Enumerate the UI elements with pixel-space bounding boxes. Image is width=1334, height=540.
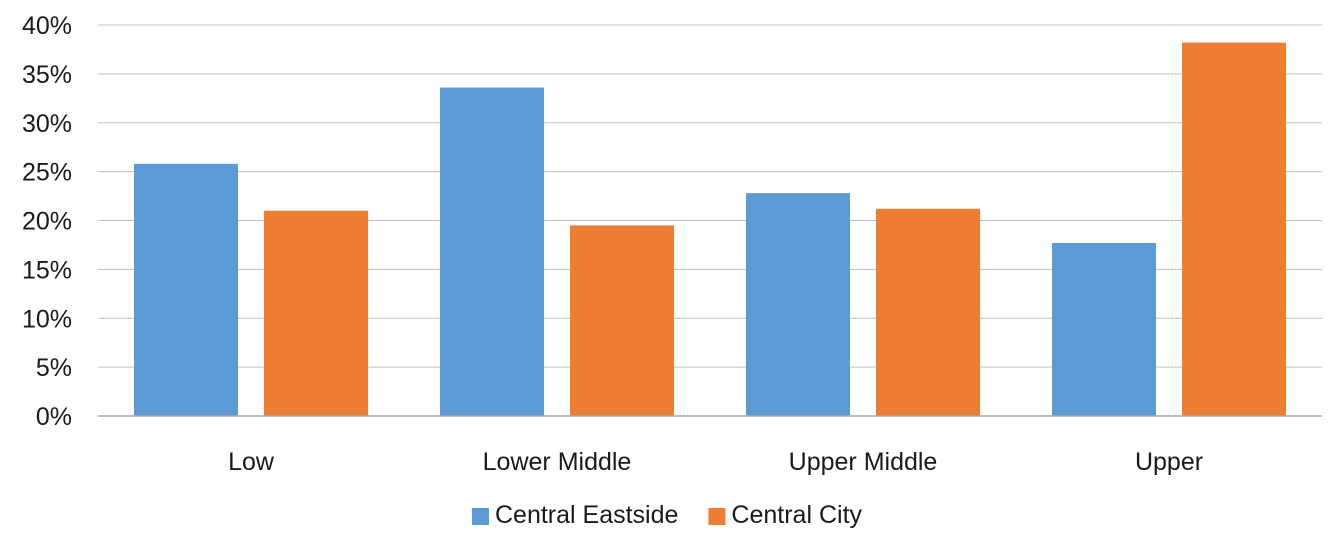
- x-category-label: Upper: [1135, 448, 1203, 476]
- bar-central-eastside-upper-middle: [746, 193, 850, 416]
- bar-central-eastside-lower-middle: [440, 87, 544, 416]
- legend-swatch: [708, 508, 726, 525]
- bars: [134, 42, 1286, 416]
- y-tick-label: 25%: [22, 159, 72, 187]
- y-tick-label: 30%: [22, 110, 72, 138]
- y-tick-label: 15%: [22, 256, 72, 284]
- legend-label: Central City: [731, 501, 862, 529]
- legend-label: Central Eastside: [495, 501, 678, 529]
- y-axis-tick-labels: 0% 5% 10% 15% 20% 25% 30% 35% 40%: [22, 12, 72, 431]
- bar-central-city-lower-middle: [570, 225, 674, 416]
- x-category-label: Upper Middle: [789, 448, 938, 476]
- bar-central-eastside-low: [134, 163, 238, 416]
- y-tick-label: 0%: [36, 403, 72, 431]
- y-tick-label: 40%: [22, 12, 72, 40]
- bar-central-city-upper: [1182, 42, 1286, 416]
- bar-central-eastside-upper: [1052, 242, 1156, 416]
- legend[interactable]: Central Eastside Central City: [471, 501, 863, 529]
- y-tick-label: 35%: [22, 61, 72, 89]
- x-category-label: Lower Middle: [483, 448, 632, 476]
- y-tick-label: 20%: [22, 208, 72, 236]
- bar-central-city-upper-middle: [876, 208, 980, 416]
- bar-central-city-low: [264, 210, 368, 416]
- legend-item-central-city[interactable]: Central City: [708, 501, 863, 529]
- x-axis-category-labels: Low Lower Middle Upper Middle Upper: [228, 448, 1203, 476]
- x-category-label: Low: [228, 448, 275, 476]
- y-tick-label: 10%: [22, 305, 72, 333]
- legend-item-central-eastside[interactable]: Central Eastside: [471, 501, 678, 529]
- y-tick-label: 5%: [36, 354, 72, 382]
- legend-swatch: [471, 508, 489, 525]
